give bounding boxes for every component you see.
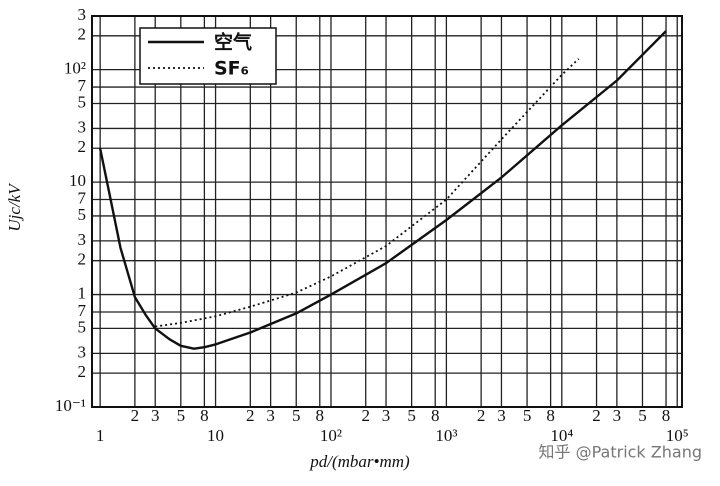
y-tick-label: 5 — [78, 205, 87, 224]
series-line — [155, 58, 580, 328]
x-tick-label: 5 — [177, 406, 186, 425]
y-tick-label: 2 — [78, 250, 87, 269]
y-tick-label: 7 — [78, 76, 87, 95]
y-tick-label: 3 — [78, 230, 87, 249]
x-tick-label: 8 — [546, 406, 555, 425]
x-tick-label: 5 — [407, 406, 416, 425]
y-tick-label: 2 — [78, 362, 87, 381]
x-tick-label: 3 — [266, 406, 275, 425]
y-tick-label: 5 — [78, 317, 87, 336]
x-tick-label: 10⁵ — [666, 426, 689, 445]
x-tick-label: 2 — [246, 406, 255, 425]
legend-label: 空气 — [214, 31, 252, 54]
watermark: 知乎 @Patrick Zhang — [539, 443, 702, 462]
x-tick-label: 3 — [151, 406, 160, 425]
x-tick-label: 8 — [200, 406, 209, 425]
x-tick-label: 2 — [361, 406, 370, 425]
y-tick-label: 10 — [69, 171, 86, 190]
x-tick-label: 8 — [431, 406, 440, 425]
x-tick-label: 5 — [638, 406, 647, 425]
y-tick-label: 3 — [78, 5, 87, 24]
y-tick-label: 7 — [78, 301, 87, 320]
y-tick-label: 10⁻¹ — [55, 396, 86, 415]
x-tick-label: 1 — [96, 426, 105, 445]
series-line — [98, 30, 667, 350]
x-tick-label: 10⁴ — [550, 426, 573, 445]
y-tick-label: 3 — [78, 342, 87, 361]
x-tick-label: 10 — [207, 426, 224, 445]
y-axis-label: Ujc/kV — [5, 182, 24, 232]
x-tick-label: 3 — [497, 406, 506, 425]
y-tick-label: 7 — [78, 188, 87, 207]
x-tick-label: 2 — [592, 406, 601, 425]
y-tick-label: 2 — [78, 25, 87, 44]
x-tick-label: 2 — [131, 406, 140, 425]
legend-box — [139, 27, 277, 85]
x-axis-label: pd/(mbar•mm) — [309, 452, 410, 471]
y-tick-label: 1 — [78, 283, 87, 302]
x-tick-label: 10³ — [435, 426, 457, 445]
y-tick-label: 10² — [64, 59, 86, 78]
x-tick-label: 2 — [477, 406, 486, 425]
plot-frame — [91, 15, 683, 408]
y-tick-label: 5 — [78, 92, 87, 111]
y-tick-label: 3 — [78, 117, 87, 136]
x-tick-label: 10² — [320, 426, 342, 445]
legend-label: SF₆ — [214, 58, 249, 80]
y-tick-label: 2 — [78, 137, 87, 156]
x-tick-label: 5 — [523, 406, 532, 425]
x-tick-label: 8 — [316, 406, 325, 425]
x-tick-label: 8 — [662, 406, 671, 425]
x-tick-label: 3 — [613, 406, 622, 425]
x-tick-label: 5 — [292, 406, 301, 425]
x-tick-label: 3 — [382, 406, 391, 425]
